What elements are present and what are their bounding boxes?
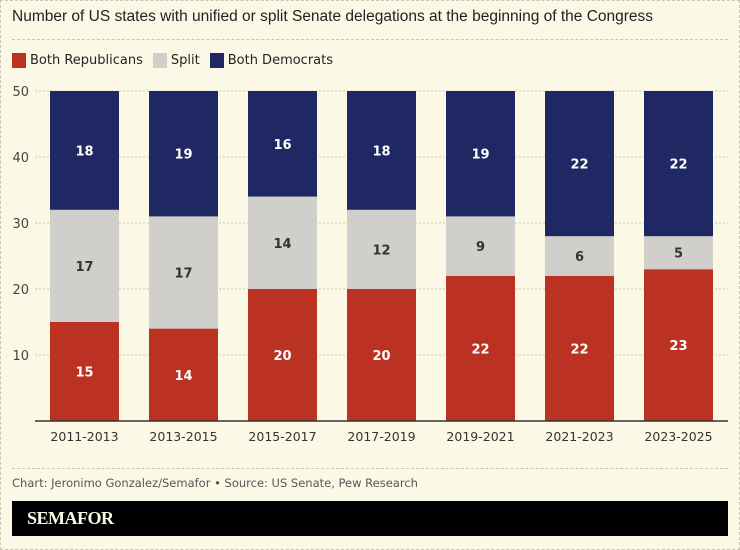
bar-segment-both-democrats — [50, 91, 119, 210]
bar-segment-both-democrats — [149, 91, 218, 217]
x-tick-label: 2011-2013 — [50, 429, 118, 444]
bar-segment-both-republicans — [347, 289, 416, 421]
source-note: Chart: Jeronimo Gonzalez/Semafor • Sourc… — [12, 476, 418, 490]
chart-title: Number of US states with unified or spli… — [12, 8, 654, 25]
data-label: 12 — [372, 243, 390, 258]
bar-segment-both-democrats — [446, 91, 515, 217]
data-label: 20 — [273, 349, 291, 364]
data-label: 6 — [575, 250, 584, 265]
bar-segment-both-republicans — [644, 269, 713, 421]
brand-bar: SEMAFOR — [12, 501, 728, 536]
legend-label: Split — [170, 53, 200, 68]
legend-item-both-republicans: Both Republicans — [12, 53, 143, 68]
x-tick-label: 2013-2015 — [149, 429, 217, 444]
legend-label: Both Democrats — [227, 53, 334, 68]
bar-segment-both-republicans — [248, 289, 317, 421]
x-tick-label: 2015-2017 — [248, 429, 316, 444]
bar-segment-split — [446, 216, 515, 276]
data-label: 16 — [273, 138, 291, 153]
data-label: 19 — [471, 148, 489, 163]
data-label: 22 — [570, 342, 588, 357]
bar-segment-split — [248, 196, 317, 289]
data-label: 22 — [669, 158, 687, 173]
data-label: 14 — [273, 237, 291, 252]
x-tick-label: 2017-2019 — [347, 429, 415, 444]
legend-item-both-democrats: Both Democrats — [209, 53, 334, 68]
legend-item-split: Split — [152, 53, 200, 68]
title-divider — [12, 39, 728, 40]
bar-segment-both-republicans — [50, 322, 119, 421]
data-label: 17 — [75, 260, 93, 275]
data-label: 18 — [372, 144, 390, 159]
bar-segment-both-republicans — [149, 328, 218, 421]
data-label: 9 — [476, 240, 485, 255]
bar-segment-both-democrats — [545, 91, 614, 237]
bar-segment-split — [545, 236, 614, 276]
data-label: 19 — [174, 148, 192, 163]
data-label: 23 — [669, 339, 687, 354]
x-tick-label: 2023-2025 — [644, 429, 712, 444]
y-tick-label: 20 — [12, 283, 29, 298]
data-label: 5 — [674, 247, 683, 262]
legend: Both Republicans Split Both Democrats — [12, 53, 343, 68]
data-label: 20 — [372, 349, 390, 364]
data-label: 14 — [174, 369, 192, 384]
x-tick-label: 2019-2021 — [446, 429, 514, 444]
brand-logo: SEMAFOR — [27, 508, 114, 528]
legend-swatch-both-democrats — [209, 53, 224, 68]
bar-segment-both-democrats — [347, 91, 416, 210]
x-tick-label: 2021-2023 — [545, 429, 613, 444]
y-tick-label: 10 — [12, 349, 29, 364]
bar-segment-split — [149, 216, 218, 329]
legend-swatch-both-republicans — [12, 53, 26, 68]
data-label: 22 — [570, 158, 588, 173]
data-label: 18 — [75, 144, 93, 159]
legend-label: Both Republicans — [30, 53, 143, 68]
y-tick-label: 30 — [12, 217, 29, 232]
bar-segment-split — [50, 209, 119, 322]
bar-segment-split — [644, 236, 713, 270]
bar-segment-both-republicans — [446, 275, 515, 421]
footer-divider — [12, 468, 728, 469]
data-label: 22 — [471, 342, 489, 357]
data-label: 17 — [174, 267, 192, 282]
bar-segment-both-democrats — [644, 91, 713, 237]
y-tick-label: 40 — [12, 151, 29, 166]
bar-segment-split — [347, 209, 416, 289]
bar-segment-both-democrats — [248, 91, 317, 197]
legend-swatch-split — [152, 53, 167, 68]
bar-segment-both-republicans — [545, 275, 614, 421]
y-tick-label: 50 — [12, 85, 29, 100]
data-label: 15 — [75, 366, 93, 381]
chart-plot: 10 20 30 40 50 15 17 18 2011-2013 14 17 19 2013-2015… — [12, 85, 728, 444]
